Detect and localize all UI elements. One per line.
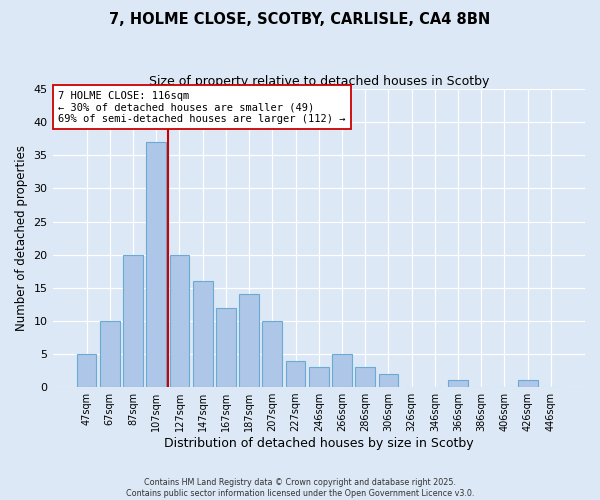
Bar bbox=[379, 374, 398, 387]
Bar bbox=[123, 254, 143, 387]
Bar bbox=[77, 354, 97, 387]
Bar bbox=[448, 380, 468, 387]
Y-axis label: Number of detached properties: Number of detached properties bbox=[15, 145, 28, 331]
Bar bbox=[518, 380, 538, 387]
Bar bbox=[216, 308, 236, 387]
Bar bbox=[262, 321, 282, 387]
Bar bbox=[170, 254, 190, 387]
Bar bbox=[100, 321, 119, 387]
Bar bbox=[146, 142, 166, 387]
Bar bbox=[355, 367, 375, 387]
Text: 7 HOLME CLOSE: 116sqm
← 30% of detached houses are smaller (49)
69% of semi-deta: 7 HOLME CLOSE: 116sqm ← 30% of detached … bbox=[58, 90, 346, 124]
Text: Contains HM Land Registry data © Crown copyright and database right 2025.
Contai: Contains HM Land Registry data © Crown c… bbox=[126, 478, 474, 498]
X-axis label: Distribution of detached houses by size in Scotby: Distribution of detached houses by size … bbox=[164, 437, 473, 450]
Bar bbox=[332, 354, 352, 387]
Bar bbox=[309, 367, 329, 387]
Text: 7, HOLME CLOSE, SCOTBY, CARLISLE, CA4 8BN: 7, HOLME CLOSE, SCOTBY, CARLISLE, CA4 8B… bbox=[109, 12, 491, 28]
Bar bbox=[286, 360, 305, 387]
Bar bbox=[193, 281, 212, 387]
Title: Size of property relative to detached houses in Scotby: Size of property relative to detached ho… bbox=[149, 75, 489, 88]
Bar bbox=[239, 294, 259, 387]
